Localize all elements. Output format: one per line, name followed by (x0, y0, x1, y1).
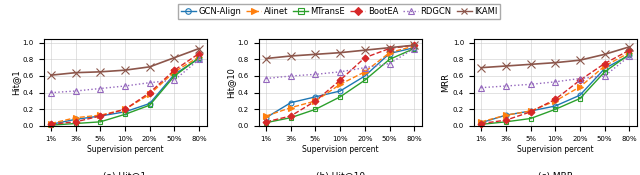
Y-axis label: Hit@10: Hit@10 (226, 67, 235, 98)
Text: (c) MRR: (c) MRR (538, 172, 573, 175)
Legend: GCN-Align, Alinet, MTransE, BootEA, RDGCN, IKAMI: GCN-Align, Alinet, MTransE, BootEA, RDGC… (178, 4, 500, 19)
X-axis label: Supervision percent: Supervision percent (86, 145, 163, 153)
X-axis label: Supervision percent: Supervision percent (517, 145, 594, 153)
Y-axis label: Hit@1: Hit@1 (11, 69, 20, 95)
X-axis label: Supervision percent: Supervision percent (302, 145, 378, 153)
Text: (b) Hit@10: (b) Hit@10 (316, 172, 365, 175)
Text: (a) Hit@1: (a) Hit@1 (104, 172, 147, 175)
Y-axis label: MRR: MRR (441, 73, 450, 92)
